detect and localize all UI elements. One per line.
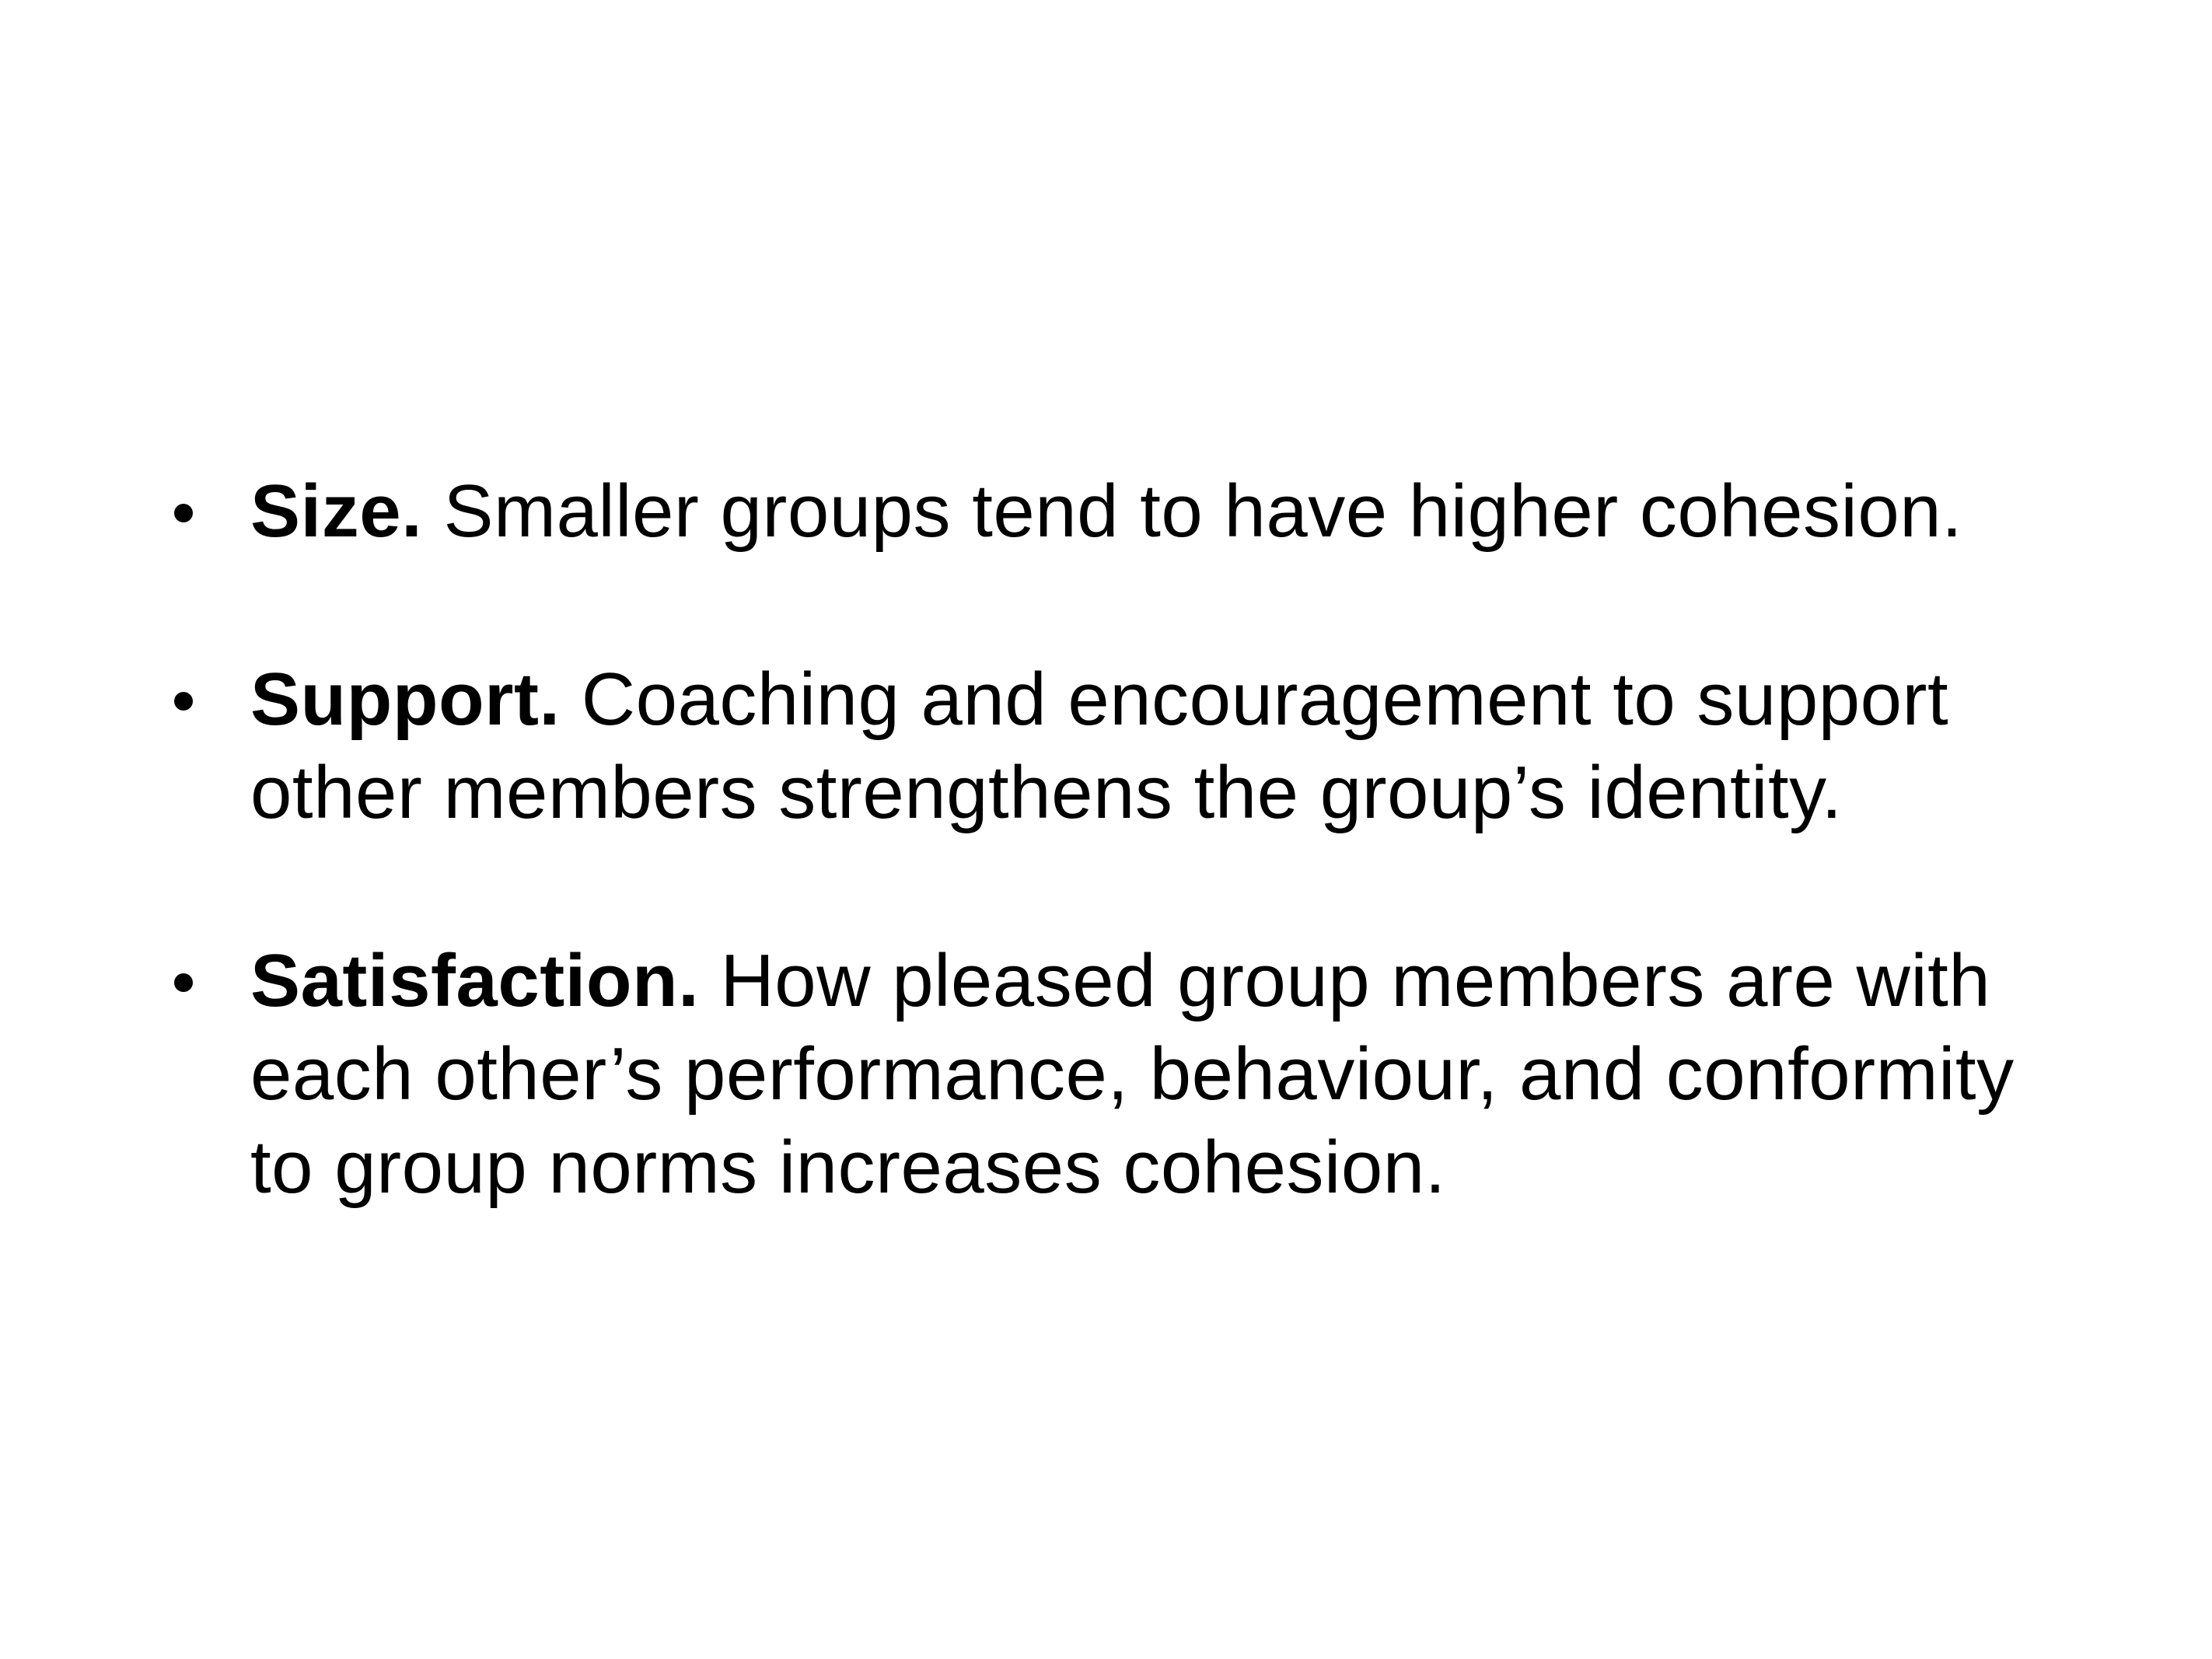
bullet-term: Satisfaction. [250, 939, 721, 1022]
bullet-dot-icon [174, 504, 193, 522]
bullet-list: Size. Smaller groups tend to have higher… [171, 465, 2084, 1214]
bullet-item-support: Support. Coaching and encouragement to s… [171, 653, 2084, 840]
bullet-dot-icon [174, 692, 193, 711]
bullet-text: Coaching and encouragement to support ot… [250, 658, 1949, 834]
bullet-text: Smaller groups tend to have higher cohes… [443, 470, 1963, 553]
bullet-term: Size. [250, 470, 444, 553]
bullet-item-size: Size. Smaller groups tend to have higher… [171, 465, 2084, 558]
bullet-item-satisfaction: Satisfaction. How pleased group members … [171, 934, 2084, 1214]
bullet-dot-icon [174, 973, 193, 992]
bullet-term: Support. [250, 658, 582, 741]
bullet-text: How pleased group members are with each … [250, 939, 2015, 1209]
